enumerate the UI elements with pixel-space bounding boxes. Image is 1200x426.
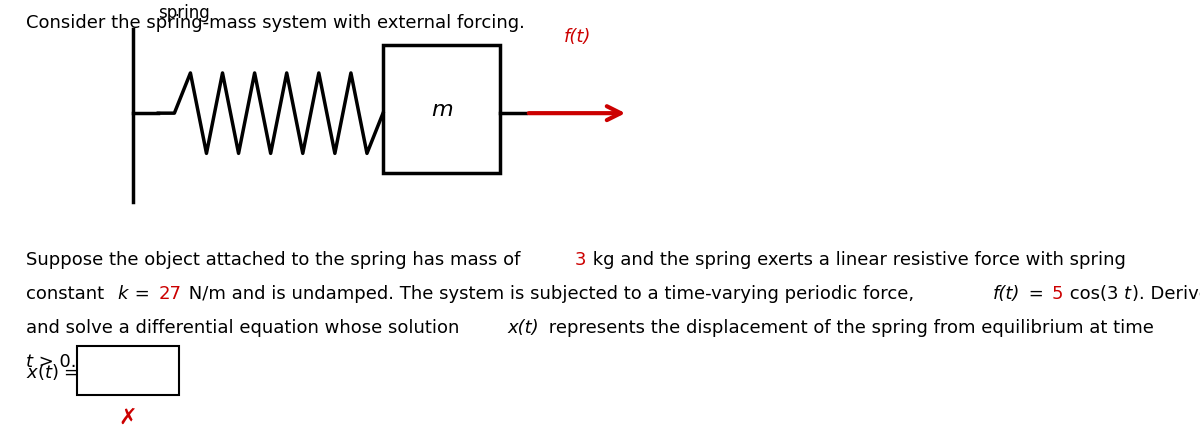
Text: represents the displacement of the spring from equilibrium at time: represents the displacement of the sprin…	[542, 319, 1153, 337]
Text: cos(3: cos(3	[1064, 285, 1118, 302]
Text: =: =	[130, 285, 156, 302]
Text: =: =	[1022, 285, 1049, 302]
Text: k: k	[118, 285, 128, 302]
Text: m: m	[431, 100, 452, 120]
FancyBboxPatch shape	[383, 46, 500, 174]
Text: ). Derive: ). Derive	[1132, 285, 1200, 302]
Text: constant: constant	[25, 285, 109, 302]
Text: x(t): x(t)	[508, 319, 540, 337]
Text: N/m and is undamped. The system is subjected to a time-varying periodic force,: N/m and is undamped. The system is subje…	[184, 285, 920, 302]
Text: $x(t)$ =: $x(t)$ =	[25, 361, 79, 381]
Text: > 0.: > 0.	[34, 353, 77, 371]
Text: kg and the spring exerts a linear resistive force with spring: kg and the spring exerts a linear resist…	[588, 250, 1127, 268]
Text: 5: 5	[1052, 285, 1063, 302]
Text: 3: 3	[575, 250, 587, 268]
Text: f(t): f(t)	[992, 285, 1020, 302]
Text: Consider the spring-mass system with external forcing.: Consider the spring-mass system with ext…	[25, 14, 524, 32]
Text: t: t	[1124, 285, 1132, 302]
Text: Suppose the object attached to the spring has mass of: Suppose the object attached to the sprin…	[25, 250, 526, 268]
Text: t: t	[25, 353, 32, 371]
FancyBboxPatch shape	[77, 347, 179, 395]
Text: 27: 27	[158, 285, 181, 302]
Text: ✗: ✗	[119, 407, 137, 426]
Text: and solve a differential equation whose solution: and solve a differential equation whose …	[25, 319, 464, 337]
Text: spring: spring	[158, 4, 210, 22]
Text: f(t): f(t)	[563, 28, 590, 46]
